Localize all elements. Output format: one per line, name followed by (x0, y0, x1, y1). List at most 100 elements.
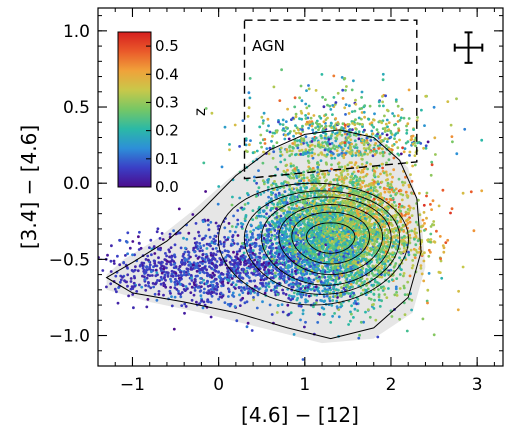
scatter-point (369, 139, 373, 142)
scatter-point (258, 125, 262, 129)
scatter-point (129, 277, 133, 280)
scatter-point (224, 255, 228, 259)
scatter-point (426, 301, 429, 305)
scatter-point (184, 305, 188, 308)
scatter-point (169, 246, 173, 250)
scatter-point (401, 180, 404, 184)
scatter-point (153, 259, 157, 263)
scatter-point (352, 281, 355, 284)
scatter-point (198, 264, 202, 268)
scatter-point (258, 251, 262, 255)
scatter-point (377, 295, 381, 299)
scatter-point (429, 225, 433, 228)
scatter-point (373, 226, 376, 229)
scatter-point (335, 137, 339, 141)
scatter-point (126, 231, 130, 235)
scatter-point (365, 215, 369, 218)
scatter-point (275, 311, 279, 314)
scatter-point (268, 303, 272, 307)
scatter-point (89, 290, 92, 293)
scatter-point (354, 118, 357, 121)
scatter-point (385, 140, 389, 144)
scatter-point (312, 209, 315, 213)
scatter-point (285, 150, 289, 154)
scatter-point (249, 291, 253, 295)
scatter-point (413, 256, 417, 260)
scatter-point (276, 220, 279, 224)
scatter-point (209, 301, 213, 304)
scatter-point (255, 255, 258, 259)
scatter-point (342, 153, 346, 157)
scatter-point (329, 288, 333, 292)
scatter-point (334, 101, 338, 104)
scatter-point (209, 315, 213, 319)
scatter-point (404, 175, 407, 179)
scatter-point (394, 262, 398, 265)
scatter-point (302, 179, 306, 183)
scatter-point (205, 271, 209, 275)
scatter-point (413, 237, 416, 241)
scatter-point (116, 301, 120, 305)
scatter-point (320, 73, 324, 76)
scatter-point (340, 180, 344, 183)
scatter-point (251, 218, 255, 222)
scatter-point (125, 266, 129, 269)
scatter-point (411, 264, 415, 267)
scatter-point (272, 203, 276, 206)
scatter-point (333, 312, 336, 315)
scatter-point (231, 293, 234, 297)
scatter-point (358, 122, 362, 126)
scatter-point (372, 125, 375, 129)
scatter-point (157, 256, 160, 260)
scatter-point (395, 294, 399, 297)
scatter-point (377, 293, 381, 297)
scatter-point (335, 299, 339, 303)
scatter-point (173, 255, 177, 259)
scatter-point (378, 275, 382, 279)
scatter-point (302, 176, 306, 180)
scatter-point (351, 285, 354, 289)
scatter-point (269, 238, 273, 242)
scatter-point (429, 203, 432, 206)
scatter-point (270, 183, 273, 187)
scatter-point (393, 293, 397, 297)
scatter-point (206, 279, 209, 283)
scatter-point (334, 294, 337, 298)
scatter-point (265, 147, 269, 151)
scatter-point (410, 179, 414, 183)
scatter-point (268, 246, 271, 249)
scatter-point (187, 263, 191, 267)
scatter-point (334, 132, 337, 136)
scatter-point (381, 95, 384, 98)
scatter-point (440, 276, 444, 280)
scatter-point (235, 252, 239, 256)
scatter-point (267, 285, 271, 288)
scatter-point (194, 280, 197, 283)
scatter-point (285, 148, 289, 151)
scatter-point (370, 272, 374, 275)
scatter-point (358, 333, 361, 337)
scatter-point (408, 150, 412, 154)
scatter-point (306, 143, 310, 147)
scatter-point (282, 268, 285, 271)
scatter-point (146, 298, 150, 301)
scatter-point (439, 259, 443, 263)
scatter-point (238, 249, 242, 253)
scatter-point (402, 274, 405, 278)
scatter-point (286, 168, 289, 172)
scatter-point (320, 215, 324, 219)
scatter-point (338, 132, 341, 136)
scatter-point (286, 107, 289, 111)
scatter-point (404, 210, 408, 214)
scatter-point (296, 292, 299, 296)
scatter-point (332, 178, 336, 182)
scatter-point (157, 290, 161, 293)
scatter-point (344, 151, 348, 155)
scatter-point (201, 253, 205, 257)
scatter-point (414, 243, 418, 247)
scatter-point (336, 91, 340, 95)
scatter-point (109, 282, 113, 286)
scatter-point (144, 258, 148, 261)
scatter-point (421, 317, 425, 321)
scatter-point (132, 306, 135, 310)
